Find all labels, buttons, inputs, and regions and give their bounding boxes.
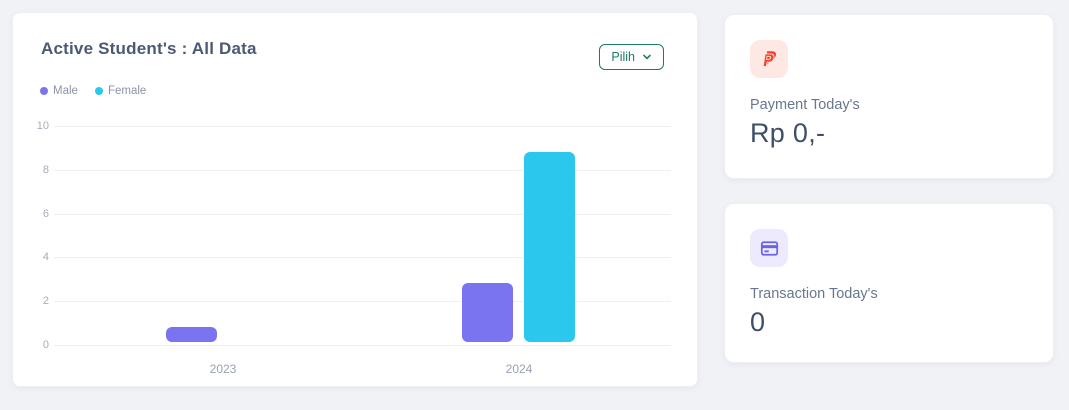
paypal-icon-tile	[750, 40, 788, 78]
legend-dot-male	[40, 87, 48, 95]
gridline-y-8	[54, 169, 671, 171]
y-axis-tick-4: 4	[42, 251, 49, 264]
gridline-y-4	[54, 257, 671, 259]
credit-card-icon	[759, 238, 780, 259]
y-axis-tick-8: 8	[42, 163, 49, 176]
gridline-y-0	[54, 345, 671, 346]
payment-today-card: Payment Today's Rp 0,-	[724, 14, 1054, 179]
paypal-icon	[759, 49, 780, 70]
active-students-chart-card: Active Student's : All Data Pilih Male Fe…	[12, 12, 698, 387]
bar-female-2024[interactable]	[524, 152, 575, 342]
chevron-down-icon	[642, 52, 652, 62]
bar-male-2023[interactable]	[166, 327, 217, 342]
gridline-y-10	[54, 126, 671, 127]
legend-item-female[interactable]: Female	[94, 85, 147, 97]
credit-card-icon-tile	[750, 229, 788, 267]
x-axis-label-2023: 2023	[209, 362, 237, 376]
legend-label: Female	[107, 85, 147, 97]
gridline-y-6	[54, 213, 671, 215]
y-axis-tick-0: 0	[42, 339, 49, 351]
transaction-label: Transaction Today's	[750, 286, 878, 302]
filter-select-button[interactable]: Pilih	[599, 44, 664, 70]
transaction-today-card: Transaction Today's 0	[724, 203, 1054, 363]
payment-value: Rp 0,-	[750, 118, 826, 148]
x-axis-label-2024: 2024	[505, 362, 533, 376]
chart-title: Active Student's : All Data	[41, 39, 257, 58]
y-axis-tick-10: 10	[36, 120, 49, 132]
payment-label: Payment Today's	[750, 97, 860, 113]
legend-dot-female	[94, 87, 103, 95]
filter-button-label: Pilih	[611, 50, 635, 64]
legend-item-male[interactable]: Male	[40, 85, 78, 97]
gridline-y-2	[54, 301, 671, 303]
chart-legend: Male Female	[40, 85, 146, 97]
y-axis-tick-6: 6	[42, 207, 49, 220]
legend-label: Male	[53, 85, 78, 97]
y-axis-tick-2: 2	[42, 295, 49, 308]
transaction-value: 0	[750, 307, 766, 337]
bar-chart-plot: 0 2 4 6 8 10 2023 2024	[13, 13, 697, 386]
bar-male-2024[interactable]	[462, 283, 513, 342]
